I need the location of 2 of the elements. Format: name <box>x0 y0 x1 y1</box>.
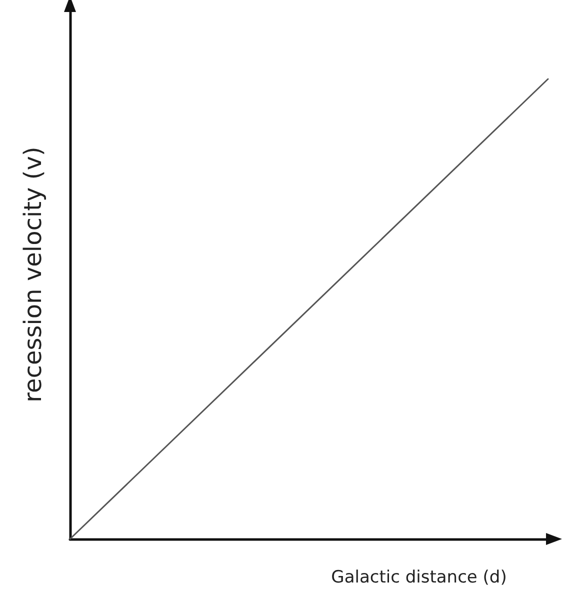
y-axis-title: recession velocity (v) <box>19 146 47 402</box>
x-axis-title: Galactic distance (d) <box>331 568 507 588</box>
